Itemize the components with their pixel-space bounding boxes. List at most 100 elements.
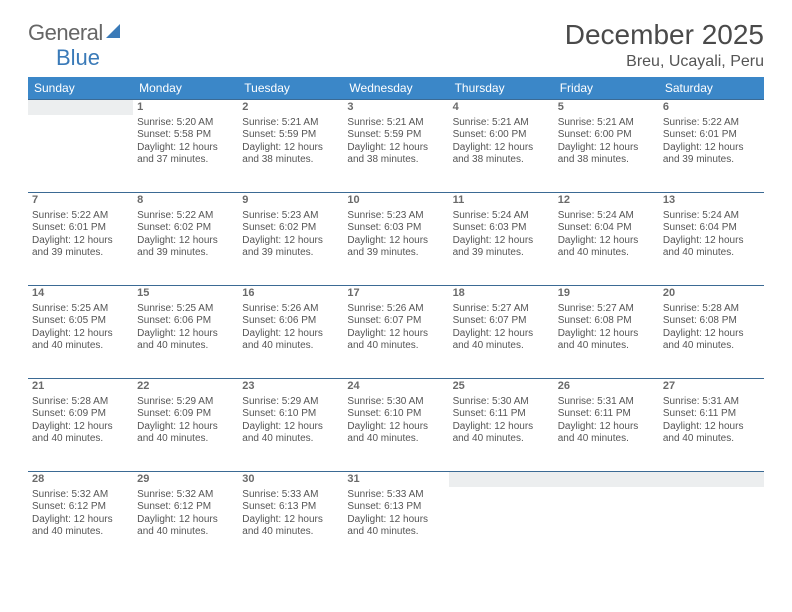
day-body: Sunrise: 5:31 AMSunset: 6:11 PMDaylight:… bbox=[659, 394, 764, 471]
dow-thu: Thursday bbox=[449, 77, 554, 100]
daylight-text: Daylight: 12 hours and 40 minutes. bbox=[453, 421, 550, 446]
sunrise-text: Sunrise: 5:23 AM bbox=[242, 210, 339, 223]
day-cell: 9Sunrise: 5:23 AMSunset: 6:02 PMDaylight… bbox=[238, 192, 343, 285]
daylight-text: Daylight: 12 hours and 37 minutes. bbox=[137, 142, 234, 167]
daylight-text: Daylight: 12 hours and 40 minutes. bbox=[242, 421, 339, 446]
dow-tue: Tuesday bbox=[238, 77, 343, 100]
week-row: 21Sunrise: 5:28 AMSunset: 6:09 PMDayligh… bbox=[28, 378, 764, 471]
sunrise-text: Sunrise: 5:27 AM bbox=[558, 303, 655, 316]
day-body: Sunrise: 5:21 AMSunset: 6:00 PMDaylight:… bbox=[449, 115, 554, 192]
sunset-text: Sunset: 6:11 PM bbox=[558, 408, 655, 421]
day-body: Sunrise: 5:32 AMSunset: 6:12 PMDaylight:… bbox=[28, 487, 133, 564]
day-number: 24 bbox=[343, 379, 448, 394]
sunrise-text: Sunrise: 5:22 AM bbox=[663, 117, 760, 130]
daylight-text: Daylight: 12 hours and 40 minutes. bbox=[137, 514, 234, 539]
dow-wed: Wednesday bbox=[343, 77, 448, 100]
day-body: Sunrise: 5:29 AMSunset: 6:10 PMDaylight:… bbox=[238, 394, 343, 471]
sunset-text: Sunset: 6:12 PM bbox=[32, 501, 129, 514]
day-cell: 16Sunrise: 5:26 AMSunset: 6:06 PMDayligh… bbox=[238, 285, 343, 378]
sunset-text: Sunset: 6:09 PM bbox=[32, 408, 129, 421]
day-cell: 12Sunrise: 5:24 AMSunset: 6:04 PMDayligh… bbox=[554, 192, 659, 285]
day-number: 27 bbox=[659, 379, 764, 394]
day-cell: 21Sunrise: 5:28 AMSunset: 6:09 PMDayligh… bbox=[28, 378, 133, 471]
day-cell: 20Sunrise: 5:28 AMSunset: 6:08 PMDayligh… bbox=[659, 285, 764, 378]
day-body: Sunrise: 5:29 AMSunset: 6:09 PMDaylight:… bbox=[133, 394, 238, 471]
day-body: Sunrise: 5:23 AMSunset: 6:03 PMDaylight:… bbox=[343, 208, 448, 285]
sunset-text: Sunset: 6:02 PM bbox=[242, 222, 339, 235]
sunset-text: Sunset: 6:11 PM bbox=[663, 408, 760, 421]
daylight-text: Daylight: 12 hours and 40 minutes. bbox=[347, 421, 444, 446]
day-number: 31 bbox=[343, 472, 448, 487]
sunrise-text: Sunrise: 5:20 AM bbox=[137, 117, 234, 130]
day-cell: 6Sunrise: 5:22 AMSunset: 6:01 PMDaylight… bbox=[659, 99, 764, 192]
day-number: 25 bbox=[449, 379, 554, 394]
daylight-text: Daylight: 12 hours and 38 minutes. bbox=[347, 142, 444, 167]
sunset-text: Sunset: 6:10 PM bbox=[347, 408, 444, 421]
sunset-text: Sunset: 6:01 PM bbox=[32, 222, 129, 235]
day-body: Sunrise: 5:28 AMSunset: 6:09 PMDaylight:… bbox=[28, 394, 133, 471]
daylight-text: Daylight: 12 hours and 38 minutes. bbox=[558, 142, 655, 167]
day-cell bbox=[554, 471, 659, 564]
day-cell: 23Sunrise: 5:29 AMSunset: 6:10 PMDayligh… bbox=[238, 378, 343, 471]
sunrise-text: Sunrise: 5:28 AM bbox=[663, 303, 760, 316]
sunset-text: Sunset: 6:00 PM bbox=[453, 129, 550, 142]
sunset-text: Sunset: 6:12 PM bbox=[137, 501, 234, 514]
daylight-text: Daylight: 12 hours and 40 minutes. bbox=[558, 328, 655, 353]
week-row: 14Sunrise: 5:25 AMSunset: 6:05 PMDayligh… bbox=[28, 285, 764, 378]
day-cell: 1Sunrise: 5:20 AMSunset: 5:58 PMDaylight… bbox=[133, 99, 238, 192]
sunset-text: Sunset: 6:01 PM bbox=[663, 129, 760, 142]
sunrise-text: Sunrise: 5:21 AM bbox=[558, 117, 655, 130]
day-body: Sunrise: 5:23 AMSunset: 6:02 PMDaylight:… bbox=[238, 208, 343, 285]
sunrise-text: Sunrise: 5:26 AM bbox=[242, 303, 339, 316]
daylight-text: Daylight: 12 hours and 39 minutes. bbox=[347, 235, 444, 260]
week-row: 1Sunrise: 5:20 AMSunset: 5:58 PMDaylight… bbox=[28, 99, 764, 192]
day-cell bbox=[28, 99, 133, 192]
sunset-text: Sunset: 6:10 PM bbox=[242, 408, 339, 421]
sunrise-text: Sunrise: 5:30 AM bbox=[453, 396, 550, 409]
daylight-text: Daylight: 12 hours and 40 minutes. bbox=[137, 328, 234, 353]
week-row: 28Sunrise: 5:32 AMSunset: 6:12 PMDayligh… bbox=[28, 471, 764, 564]
sunrise-text: Sunrise: 5:32 AM bbox=[32, 489, 129, 502]
sunset-text: Sunset: 6:08 PM bbox=[663, 315, 760, 328]
sunrise-text: Sunrise: 5:21 AM bbox=[453, 117, 550, 130]
daylight-text: Daylight: 12 hours and 39 minutes. bbox=[663, 142, 760, 167]
day-body: Sunrise: 5:31 AMSunset: 6:11 PMDaylight:… bbox=[554, 394, 659, 471]
day-number: 22 bbox=[133, 379, 238, 394]
day-body: Sunrise: 5:21 AMSunset: 5:59 PMDaylight:… bbox=[238, 115, 343, 192]
day-number-blank bbox=[28, 100, 133, 115]
day-number: 3 bbox=[343, 100, 448, 115]
day-number: 5 bbox=[554, 100, 659, 115]
sunset-text: Sunset: 6:13 PM bbox=[347, 501, 444, 514]
day-cell: 18Sunrise: 5:27 AMSunset: 6:07 PMDayligh… bbox=[449, 285, 554, 378]
day-body: Sunrise: 5:24 AMSunset: 6:03 PMDaylight:… bbox=[449, 208, 554, 285]
daylight-text: Daylight: 12 hours and 38 minutes. bbox=[242, 142, 339, 167]
daylight-text: Daylight: 12 hours and 40 minutes. bbox=[242, 514, 339, 539]
day-cell: 8Sunrise: 5:22 AMSunset: 6:02 PMDaylight… bbox=[133, 192, 238, 285]
sunset-text: Sunset: 6:11 PM bbox=[453, 408, 550, 421]
sunrise-text: Sunrise: 5:31 AM bbox=[663, 396, 760, 409]
day-body-blank bbox=[449, 487, 554, 564]
calendar-table: Sunday Monday Tuesday Wednesday Thursday… bbox=[28, 77, 764, 564]
day-body: Sunrise: 5:20 AMSunset: 5:58 PMDaylight:… bbox=[133, 115, 238, 192]
brand-part2: Blue bbox=[28, 45, 764, 71]
day-cell bbox=[449, 471, 554, 564]
daylight-text: Daylight: 12 hours and 40 minutes. bbox=[137, 421, 234, 446]
brand-mark-icon bbox=[106, 24, 120, 38]
week-row: 7Sunrise: 5:22 AMSunset: 6:01 PMDaylight… bbox=[28, 192, 764, 285]
day-cell: 7Sunrise: 5:22 AMSunset: 6:01 PMDaylight… bbox=[28, 192, 133, 285]
day-number: 29 bbox=[133, 472, 238, 487]
dow-mon: Monday bbox=[133, 77, 238, 100]
day-body: Sunrise: 5:21 AMSunset: 5:59 PMDaylight:… bbox=[343, 115, 448, 192]
daylight-text: Daylight: 12 hours and 40 minutes. bbox=[32, 421, 129, 446]
sunset-text: Sunset: 6:09 PM bbox=[137, 408, 234, 421]
sunset-text: Sunset: 6:03 PM bbox=[453, 222, 550, 235]
day-body: Sunrise: 5:27 AMSunset: 6:08 PMDaylight:… bbox=[554, 301, 659, 378]
day-body: Sunrise: 5:27 AMSunset: 6:07 PMDaylight:… bbox=[449, 301, 554, 378]
day-body: Sunrise: 5:22 AMSunset: 6:01 PMDaylight:… bbox=[659, 115, 764, 192]
sunrise-text: Sunrise: 5:33 AM bbox=[347, 489, 444, 502]
day-body: Sunrise: 5:32 AMSunset: 6:12 PMDaylight:… bbox=[133, 487, 238, 564]
day-number: 9 bbox=[238, 193, 343, 208]
day-cell: 26Sunrise: 5:31 AMSunset: 6:11 PMDayligh… bbox=[554, 378, 659, 471]
day-number: 13 bbox=[659, 193, 764, 208]
sunset-text: Sunset: 6:07 PM bbox=[453, 315, 550, 328]
